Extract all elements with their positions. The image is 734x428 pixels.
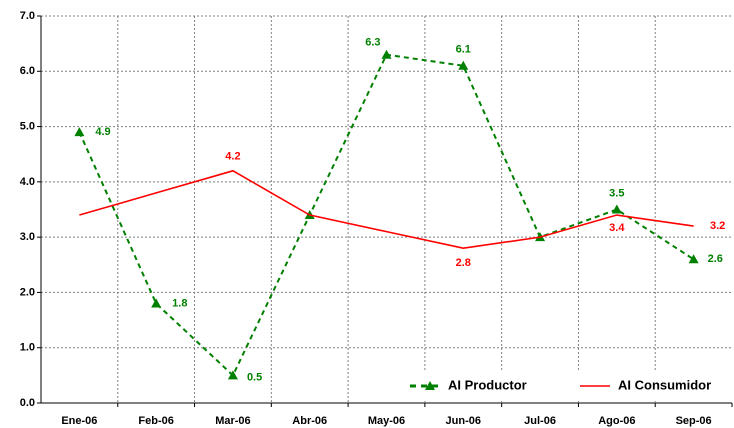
marker	[611, 204, 622, 214]
marker	[458, 60, 469, 70]
marker	[151, 298, 162, 308]
y-tick-label: 7.0	[20, 10, 35, 22]
legend-box	[400, 371, 731, 401]
legend-label: AI Productor	[448, 377, 527, 392]
marker	[227, 370, 238, 380]
x-tick-label: Sep-06	[676, 415, 712, 427]
x-tick-label: Feb-06	[138, 415, 173, 427]
legend-marker	[425, 381, 435, 390]
legend-label: AI Consumidor	[618, 377, 711, 392]
x-tick-label: Abr-06	[292, 415, 327, 427]
x-tick-label: May-06	[368, 415, 405, 427]
data-label: 2.6	[708, 253, 723, 265]
data-label: 1.8	[172, 297, 187, 309]
line-series	[78, 53, 695, 378]
x-tick-label: Ene-06	[61, 415, 97, 427]
data-label: 4.2	[225, 151, 240, 163]
y-tick-label: 5.0	[20, 120, 35, 132]
data-label: 6.3	[365, 37, 380, 49]
line-series	[79, 169, 694, 250]
data-label: 0.5	[247, 371, 262, 383]
data-label: 3.2	[710, 220, 725, 232]
data-label: 3.4	[609, 222, 625, 234]
x-tick-label: Ago-06	[598, 415, 635, 427]
marker	[381, 49, 392, 59]
data-label: 3.5	[609, 187, 624, 199]
y-tick-label: 3.0	[20, 231, 35, 243]
y-tick-label: 6.0	[20, 65, 35, 77]
data-label: 4.9	[95, 126, 110, 138]
y-tick-label: 2.0	[20, 286, 35, 298]
marker	[688, 254, 699, 264]
x-tick-label: Jun-06	[446, 415, 481, 427]
data-label: 2.8	[456, 257, 471, 269]
x-tick-label: Jul-06	[524, 415, 556, 427]
marker	[74, 127, 85, 137]
y-tick-label: 4.0	[20, 176, 35, 188]
y-tick-label: 0.0	[20, 397, 35, 409]
data-label: 6.1	[456, 44, 471, 56]
legend: AI Productor AI Consumidor	[400, 371, 731, 401]
x-tick-label: Mar-06	[215, 415, 250, 427]
y-tick-label: 1.0	[20, 342, 35, 354]
